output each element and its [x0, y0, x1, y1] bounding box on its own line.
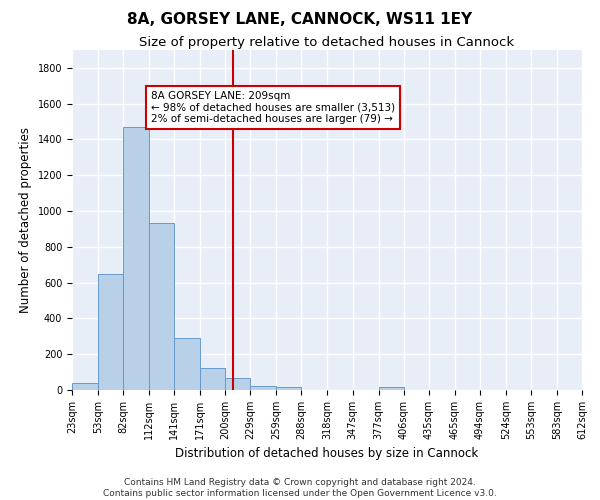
Bar — [72, 383, 98, 390]
Text: 8A, GORSEY LANE, CANNOCK, WS11 1EY: 8A, GORSEY LANE, CANNOCK, WS11 1EY — [127, 12, 473, 28]
Bar — [225, 378, 250, 390]
Bar — [277, 388, 301, 390]
X-axis label: Distribution of detached houses by size in Cannock: Distribution of detached houses by size … — [175, 448, 479, 460]
Y-axis label: Number of detached properties: Number of detached properties — [19, 127, 32, 313]
Text: Contains HM Land Registry data © Crown copyright and database right 2024.
Contai: Contains HM Land Registry data © Crown c… — [103, 478, 497, 498]
Bar — [200, 368, 225, 390]
Bar — [379, 388, 404, 390]
Text: 8A GORSEY LANE: 209sqm
← 98% of detached houses are smaller (3,513)
2% of semi-d: 8A GORSEY LANE: 209sqm ← 98% of detached… — [151, 91, 395, 124]
Bar — [149, 222, 174, 390]
Title: Size of property relative to detached houses in Cannock: Size of property relative to detached ho… — [139, 36, 515, 49]
Bar — [98, 274, 123, 390]
Bar — [123, 127, 149, 390]
Bar — [250, 386, 277, 390]
Bar — [174, 338, 200, 390]
